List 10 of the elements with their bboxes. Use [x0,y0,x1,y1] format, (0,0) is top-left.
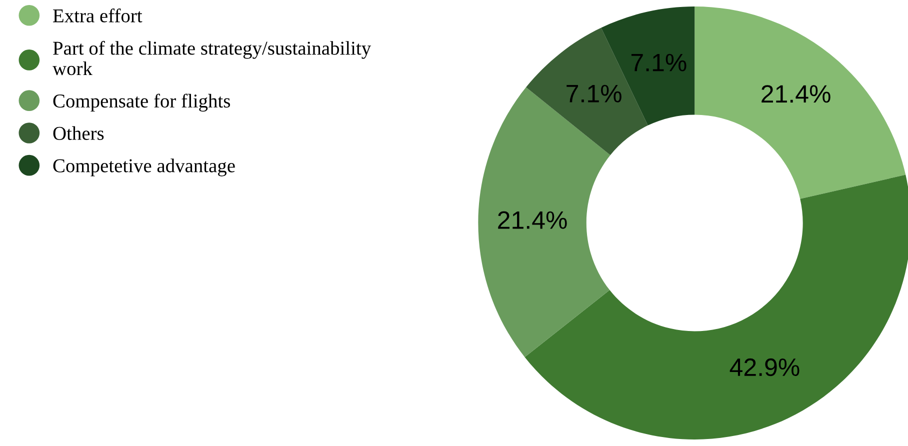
legend-label: Part of the climate strategy/sustainability work [52,40,372,76]
legend-label: Competetive advantage [53,158,235,176]
data-label: 7.1% [566,84,622,102]
legend-label: Compensate for flights [53,94,230,112]
legend-label: Extra effort [53,8,142,22]
data-label: 21.4% [498,211,567,229]
data-label: 21.4% [762,85,830,103]
data-label: 42.9% [730,358,800,376]
data-label: 7.1% [631,54,686,72]
legend-label: Others [53,126,104,140]
